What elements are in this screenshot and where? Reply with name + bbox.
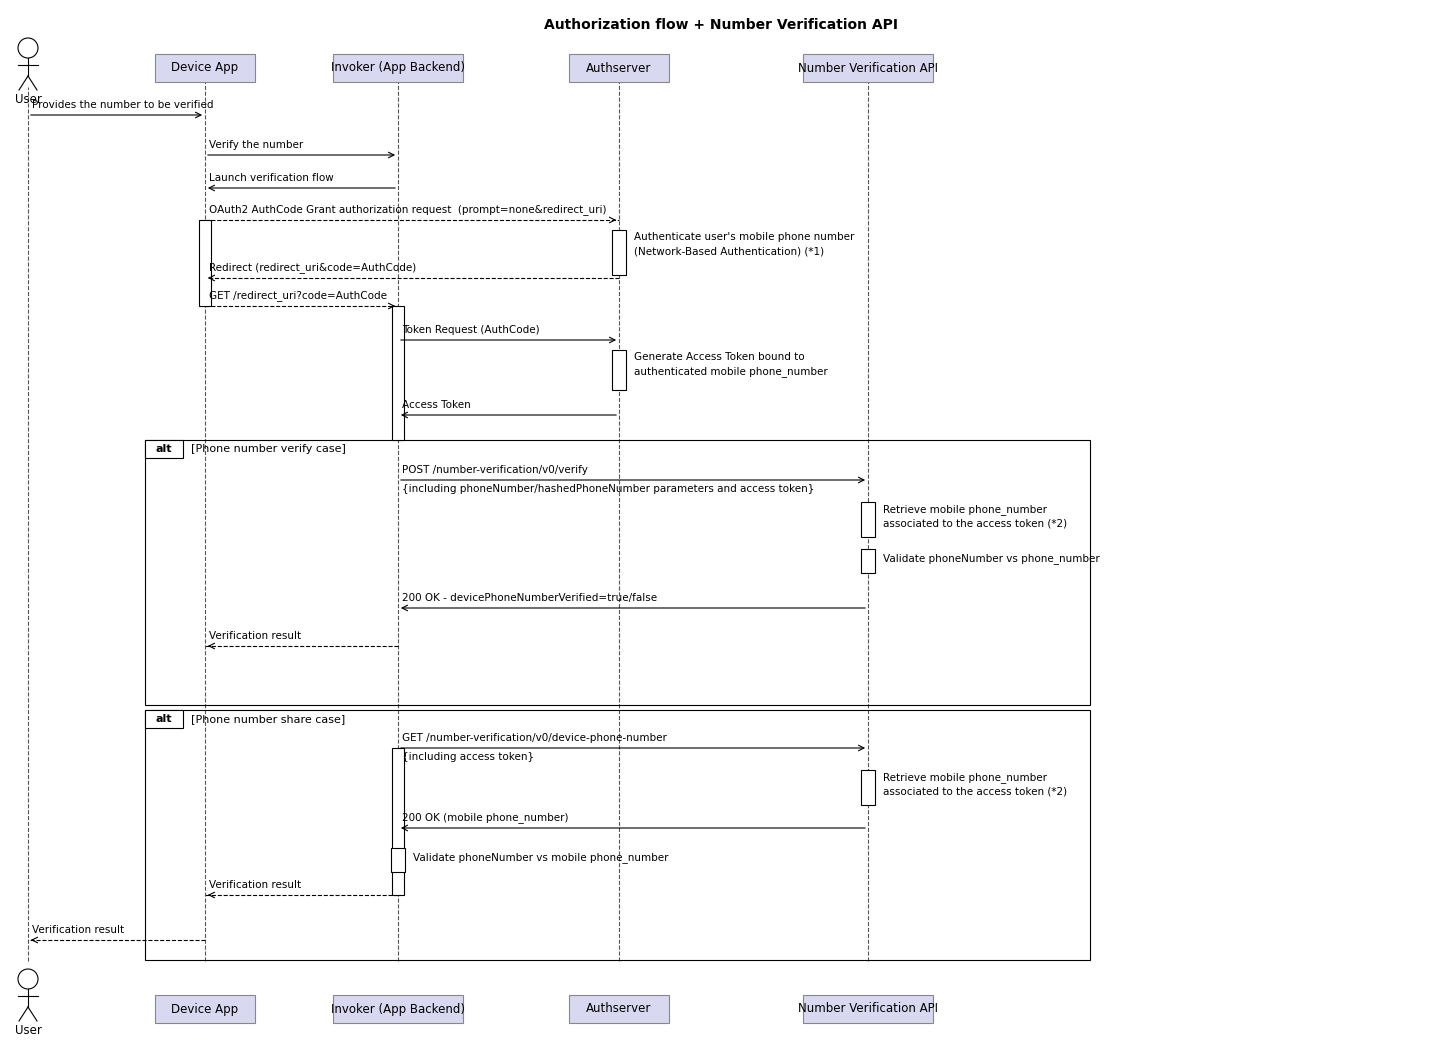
Text: [Phone number share case]: [Phone number share case] — [190, 714, 345, 724]
Text: 200 OK - devicePhoneNumberVerified=true/false: 200 OK - devicePhoneNumberVerified=true/… — [403, 593, 657, 603]
Text: Number Verification API: Number Verification API — [798, 1003, 938, 1015]
Bar — [154, 54, 255, 82]
Text: authenticated mobile phone_number: authenticated mobile phone_number — [633, 366, 828, 377]
Text: Verification result: Verification result — [32, 925, 124, 935]
Bar — [612, 350, 626, 390]
Text: Validate phoneNumber vs mobile phone_number: Validate phoneNumber vs mobile phone_num… — [413, 852, 668, 863]
Text: Number Verification API: Number Verification API — [798, 62, 938, 74]
Bar — [392, 306, 404, 440]
Text: Retrieve mobile phone_number: Retrieve mobile phone_number — [883, 504, 1048, 515]
Circle shape — [17, 38, 38, 58]
Text: Validate phoneNumber vs phone_number: Validate phoneNumber vs phone_number — [883, 553, 1100, 563]
Text: Device App: Device App — [172, 62, 238, 74]
Text: POST /number-verification/v0/verify: POST /number-verification/v0/verify — [403, 465, 587, 475]
Text: GET /number-verification/v0/device-phone-number: GET /number-verification/v0/device-phone… — [403, 733, 667, 743]
Bar — [612, 230, 626, 275]
Text: Verify the number: Verify the number — [209, 140, 303, 150]
Text: GET /redirect_uri?code=AuthCode: GET /redirect_uri?code=AuthCode — [209, 290, 387, 301]
Text: 200 OK (mobile phone_number): 200 OK (mobile phone_number) — [403, 812, 569, 823]
Text: associated to the access token (*2): associated to the access token (*2) — [883, 786, 1068, 796]
Text: Invoker (App Backend): Invoker (App Backend) — [330, 1003, 465, 1015]
Text: Invoker (App Backend): Invoker (App Backend) — [330, 62, 465, 74]
Text: {including phoneNumber/hashedPhoneNumber parameters and access token}: {including phoneNumber/hashedPhoneNumber… — [403, 484, 814, 494]
Text: Authserver: Authserver — [586, 1003, 652, 1015]
Bar — [144, 440, 183, 458]
Bar — [802, 54, 934, 82]
Bar — [144, 440, 1089, 705]
Bar — [802, 995, 934, 1023]
Text: alt: alt — [156, 443, 172, 454]
Text: [Phone number verify case]: [Phone number verify case] — [190, 443, 346, 454]
Text: Verification result: Verification result — [209, 880, 302, 890]
Bar — [154, 995, 255, 1023]
Text: Access Token: Access Token — [403, 400, 470, 410]
Text: {including access token}: {including access token} — [403, 752, 534, 762]
Text: Authserver: Authserver — [586, 62, 652, 74]
Text: Redirect (redirect_uri&code=AuthCode): Redirect (redirect_uri&code=AuthCode) — [209, 262, 416, 273]
Text: Device App: Device App — [172, 1003, 238, 1015]
Bar — [861, 770, 874, 805]
Bar — [144, 710, 183, 728]
Bar — [569, 995, 670, 1023]
Bar — [333, 54, 463, 82]
Bar — [861, 549, 874, 573]
Text: alt: alt — [156, 714, 172, 724]
Text: Generate Access Token bound to: Generate Access Token bound to — [633, 352, 805, 362]
Bar — [199, 220, 211, 306]
Bar — [391, 848, 405, 872]
Text: (Network-Based Authentication) (*1): (Network-Based Authentication) (*1) — [633, 246, 824, 256]
Text: Verification result: Verification result — [209, 631, 302, 641]
Text: OAuth2 AuthCode Grant authorization request  (prompt=none&redirect_uri): OAuth2 AuthCode Grant authorization requ… — [209, 204, 606, 215]
Text: Retrieve mobile phone_number: Retrieve mobile phone_number — [883, 772, 1048, 783]
Bar — [392, 748, 404, 895]
Circle shape — [17, 969, 38, 989]
Bar — [333, 995, 463, 1023]
Text: User: User — [14, 1024, 42, 1037]
Text: Authorization flow + Number Verification API: Authorization flow + Number Verification… — [544, 18, 899, 32]
Text: Launch verification flow: Launch verification flow — [209, 173, 333, 182]
Text: Token Request (AuthCode): Token Request (AuthCode) — [403, 325, 540, 335]
Text: Provides the number to be verified: Provides the number to be verified — [32, 100, 214, 110]
Text: User: User — [14, 93, 42, 106]
Text: Authenticate user's mobile phone number: Authenticate user's mobile phone number — [633, 232, 854, 242]
Bar — [144, 710, 1089, 960]
Text: associated to the access token (*2): associated to the access token (*2) — [883, 518, 1068, 528]
Bar — [861, 502, 874, 537]
Bar — [569, 54, 670, 82]
